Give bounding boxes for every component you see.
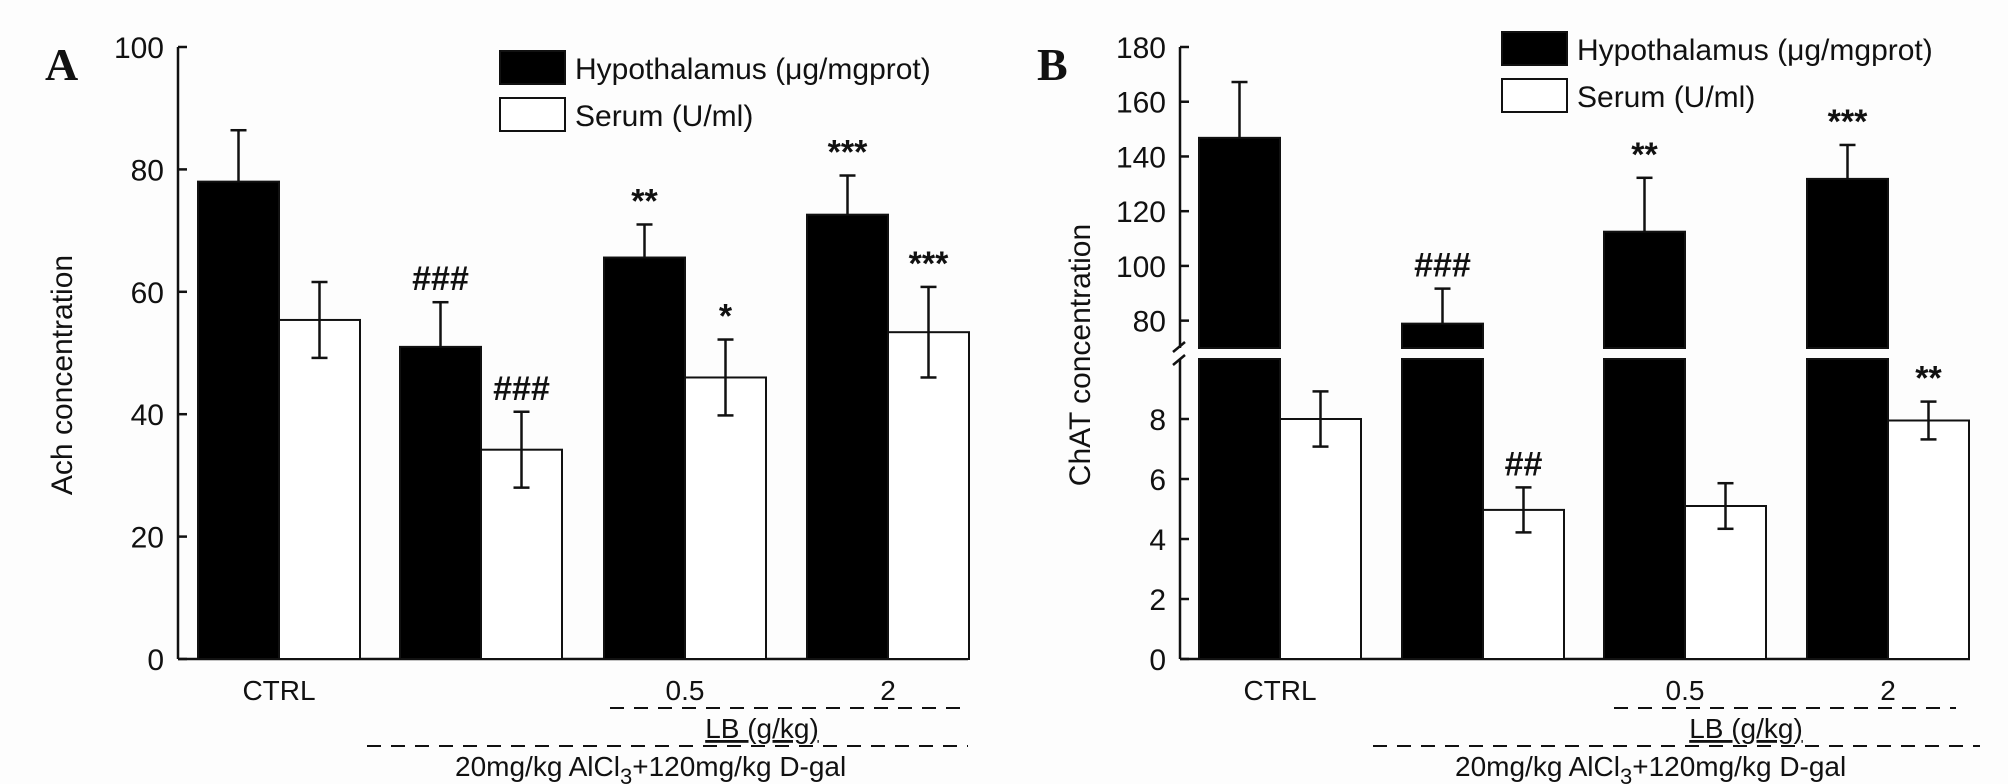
bar-serum xyxy=(1887,419,1970,660)
y-tick-label: 60 xyxy=(131,277,164,310)
bar-hypothalamus-upper xyxy=(1603,230,1686,349)
bar-hypothalamus-upper xyxy=(1198,136,1281,349)
bar-hypothalamus-lower xyxy=(1198,358,1281,660)
x-tick-label: CTRL xyxy=(1243,675,1316,706)
significance-annotation: *** xyxy=(1828,103,1868,141)
y-tick-label: 120 xyxy=(1116,196,1166,229)
bar-hypothalamus-upper xyxy=(1401,322,1484,349)
y-tick-label: 6 xyxy=(1149,464,1166,497)
group-label-treatment: 20mg/kg AlCl3+120mg/kg D-gal xyxy=(455,751,846,784)
bar-serum xyxy=(684,376,767,660)
bar-serum xyxy=(1279,418,1362,660)
y-tick-label: 180 xyxy=(1116,32,1166,65)
y-tick-label: 80 xyxy=(1133,306,1166,339)
significance-annotation: *** xyxy=(909,245,949,283)
significance-annotation: ### xyxy=(412,260,469,298)
y-tick-label: 100 xyxy=(1116,251,1166,284)
significance-annotation: ### xyxy=(1414,247,1471,285)
bar-hypothalamus-lower xyxy=(1401,358,1484,660)
panel-label: A xyxy=(45,39,78,90)
legend-label-hypothalamus: Hypothalamus (μg/mgprot) xyxy=(575,53,931,86)
legend-label-serum: Serum (U/ml) xyxy=(575,100,753,133)
y-tick-label: 160 xyxy=(1116,87,1166,120)
axis-break-mark xyxy=(1172,341,1186,353)
significance-annotation: ### xyxy=(493,370,550,408)
bar-hypothalamus xyxy=(197,180,280,660)
treatment-text: +120mg/kg D-gal xyxy=(632,751,846,782)
legend-swatch-hypothalamus xyxy=(1501,31,1568,66)
treatment-subscript: 3 xyxy=(620,764,632,784)
group-label-treatment: 20mg/kg AlCl3+120mg/kg D-gal xyxy=(1455,751,1846,784)
y-tick-label: 8 xyxy=(1149,404,1166,437)
y-tick-label: 0 xyxy=(147,644,164,677)
group-label-lb: LB (g/kg) xyxy=(705,713,819,744)
x-tick-label: CTRL xyxy=(242,675,315,706)
bar-hypothalamus-upper xyxy=(1806,177,1889,349)
panel-label: B xyxy=(1037,39,1068,90)
y-tick-label: 100 xyxy=(114,32,164,65)
significance-annotation: ** xyxy=(631,182,658,220)
significance-annotation: ** xyxy=(1631,136,1658,174)
y-tick-label: 2 xyxy=(1149,584,1166,617)
x-tick-label: 0.5 xyxy=(1666,675,1705,706)
legend-label-hypothalamus: Hypothalamus (μg/mgprot) xyxy=(1577,34,1933,67)
y-tick-label: 40 xyxy=(131,399,164,432)
bar-serum xyxy=(1684,505,1767,660)
x-tick-label: 2 xyxy=(1880,675,1896,706)
legend-label-serum: Serum (U/ml) xyxy=(1577,81,1755,114)
x-tick-label: 0.5 xyxy=(666,675,705,706)
treatment-text: 20mg/kg AlCl xyxy=(1455,751,1620,782)
bar-serum xyxy=(278,318,361,660)
y-tick-label: 140 xyxy=(1116,141,1166,174)
bar-hypothalamus xyxy=(603,256,686,660)
significance-annotation: ## xyxy=(1505,445,1543,483)
significance-annotation: ** xyxy=(1915,360,1942,398)
treatment-text: +120mg/kg D-gal xyxy=(1632,751,1846,782)
significance-annotation: * xyxy=(719,298,733,336)
y-tick-label: 20 xyxy=(131,522,164,555)
y-axis-label: ChAT concentration xyxy=(1064,224,1097,486)
treatment-subscript: 3 xyxy=(1620,764,1632,784)
bar-hypothalamus-lower xyxy=(1603,358,1686,660)
y-axis-label: Ach concentration xyxy=(46,255,79,495)
legend-swatch-hypothalamus xyxy=(499,50,566,85)
group-label-lb: LB (g/kg) xyxy=(1689,713,1803,744)
bar-serum xyxy=(887,331,970,660)
y-tick-label: 4 xyxy=(1149,524,1166,557)
significance-annotation: *** xyxy=(828,134,868,172)
legend-swatch-serum xyxy=(1501,78,1568,113)
y-tick-label: 0 xyxy=(1149,644,1166,677)
bar-hypothalamus-lower xyxy=(1806,358,1889,660)
legend-swatch-serum xyxy=(499,97,566,132)
bar-hypothalamus xyxy=(399,345,482,660)
bar-hypothalamus xyxy=(806,213,889,661)
treatment-text: 20mg/kg AlCl xyxy=(455,751,620,782)
y-tick-label: 80 xyxy=(131,154,164,187)
x-tick-label: 2 xyxy=(880,675,896,706)
axis-break-mark xyxy=(1172,354,1186,366)
